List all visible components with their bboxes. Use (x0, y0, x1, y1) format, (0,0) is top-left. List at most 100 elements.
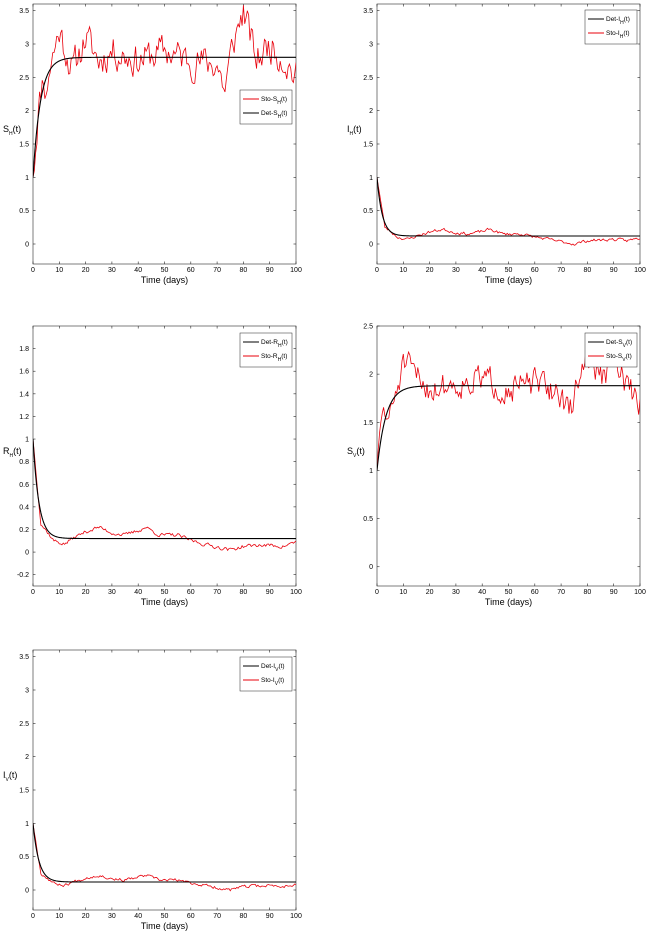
legend-label: Det-SH(t) (261, 110, 287, 120)
y-tick-label: 2 (25, 754, 29, 761)
legend-label-tail: (t) (626, 353, 632, 360)
series-line-sto (377, 177, 640, 246)
y-tick-label: 2 (369, 108, 373, 115)
y-tick-label: 1 (25, 437, 29, 444)
y-tick-label: 2 (369, 372, 373, 379)
x-tick-label: 10 (399, 589, 407, 596)
legend-label-sub: V (275, 667, 279, 673)
x-axis-title: Time (days) (141, 921, 188, 931)
legend: Det-SV(t)Sto-SV(t) (584, 332, 638, 368)
y-tick-label: 3 (25, 688, 29, 695)
y-tick-label: 2.5 (19, 75, 29, 82)
y-axis-title-base: S (3, 124, 9, 134)
y-tick-label: 2.5 (19, 721, 29, 728)
y-tick-label: 3.5 (363, 8, 373, 15)
y-tick-label: 0.6 (19, 482, 29, 489)
y-tick-label: 2.5 (363, 324, 373, 331)
y-tick-label: 1 (369, 175, 373, 182)
x-axis-title: Time (days) (141, 597, 188, 607)
y-tick-label: 1.8 (19, 346, 29, 353)
legend-label: Det-IH(t) (606, 16, 630, 26)
y-tick-label: 0.5 (363, 208, 373, 215)
y-tick-label: 0.5 (19, 854, 29, 861)
x-tick-label: 80 (240, 589, 248, 596)
x-tick-label: 10 (55, 913, 63, 920)
y-axis-title-sub: V (353, 453, 357, 459)
x-tick-label: 30 (452, 267, 460, 274)
y-tick-label: 1 (369, 468, 373, 475)
x-tick-label: 50 (161, 267, 169, 274)
legend-label-base: Det-S (261, 110, 278, 117)
y-tick-label: 0.8 (19, 459, 29, 466)
y-axis-title: SV(t) (347, 446, 365, 459)
legend-label-base: Sto-S (606, 353, 623, 360)
x-tick-label: 50 (505, 267, 513, 274)
legend-label: Sto-IV(t) (261, 677, 284, 687)
legend-label-sub: H (278, 357, 282, 363)
y-axis-title-tail: (t) (356, 446, 365, 456)
x-tick-label: 20 (426, 267, 434, 274)
x-tick-label: 60 (187, 267, 195, 274)
x-tick-label: 60 (187, 913, 195, 920)
y-tick-label: 0.2 (19, 527, 29, 534)
y-tick-label: 0.4 (19, 504, 29, 511)
series-line-det (377, 385, 640, 471)
legend-label-tail: (t) (282, 339, 288, 346)
legend-label-base: Det-R (261, 339, 278, 346)
y-tick-label: 1.5 (19, 142, 29, 149)
legend-label-sub: H (277, 100, 281, 106)
y-tick-label: 0.5 (19, 208, 29, 215)
legend-label-tail: (t) (281, 110, 287, 117)
legend-label-sub: V (623, 343, 627, 349)
legend-label: Det-SV(t) (606, 339, 632, 349)
panel-sh: 0 10 20 30 40 50 60 70 80 90 100 0 0.5 1 1.5 2 2.5 3 3.5 Ti… (3, 3, 302, 285)
x-tick-label: 80 (584, 589, 592, 596)
panel-sv: 0 10 20 30 40 50 60 70 80 90 100 0 0.5 1 1.5 2 2.5 Time (… (347, 324, 646, 608)
series-line-sto (33, 5, 296, 178)
y-tick-label: 3.5 (19, 8, 29, 15)
y-tick-label: 2 (25, 108, 29, 115)
y-axis-title-sub: H (9, 131, 13, 137)
legend-label-base: Sto-R (261, 353, 278, 360)
y-axis-title-base: I (347, 124, 350, 134)
y-axis-title-sub: H (10, 453, 14, 459)
x-tick-label: 90 (610, 589, 618, 596)
x-tick-label: 80 (240, 913, 248, 920)
legend-box (239, 332, 293, 368)
legend-label-sub: H (620, 20, 624, 26)
y-axis-title-sub: V (6, 777, 10, 783)
x-tick-label: 0 (375, 589, 379, 596)
y-tick-label: 1.6 (19, 369, 29, 376)
x-tick-label: 0 (31, 589, 35, 596)
x-tick-label: 40 (134, 267, 142, 274)
legend-box (239, 656, 293, 692)
plot-area (32, 325, 297, 587)
legend-label-tail: (t) (626, 339, 632, 346)
legend: Det-IH(t) Sto-IH(t) (584, 9, 638, 45)
x-tick-label: 30 (452, 589, 460, 596)
x-tick-label: 50 (161, 913, 169, 920)
legend-label-tail: (t) (281, 353, 287, 360)
y-axis-title: RH(t) (3, 446, 22, 459)
x-tick-label: 90 (266, 267, 274, 274)
x-tick-label: 90 (266, 589, 274, 596)
series-line-det (33, 439, 296, 540)
x-tick-label: 0 (375, 267, 379, 274)
y-axis-title-sub: H (350, 131, 354, 137)
legend-label: Sto-IH(t) (606, 30, 630, 40)
x-tick-label: 100 (634, 267, 646, 274)
legend-label-base: Det-I (261, 663, 275, 670)
y-tick-label: 1 (25, 821, 29, 828)
y-axis-title: IV(t) (3, 770, 17, 783)
x-axis-title: Time (days) (141, 275, 188, 285)
x-tick-label: 100 (290, 267, 302, 274)
panel-ih: 0 10 20 30 40 50 60 70 80 90 100 0 0.5 1 1.5 2 2.5 3 3.5 Ti… (347, 3, 646, 285)
x-tick-label: 20 (82, 913, 90, 920)
x-tick-label: 100 (290, 913, 302, 920)
series-line-det (33, 823, 296, 883)
x-tick-label: 40 (134, 913, 142, 920)
y-tick-label: 1.4 (19, 391, 29, 398)
legend: Sto-SH(t)Det-SH(t) (239, 89, 293, 125)
